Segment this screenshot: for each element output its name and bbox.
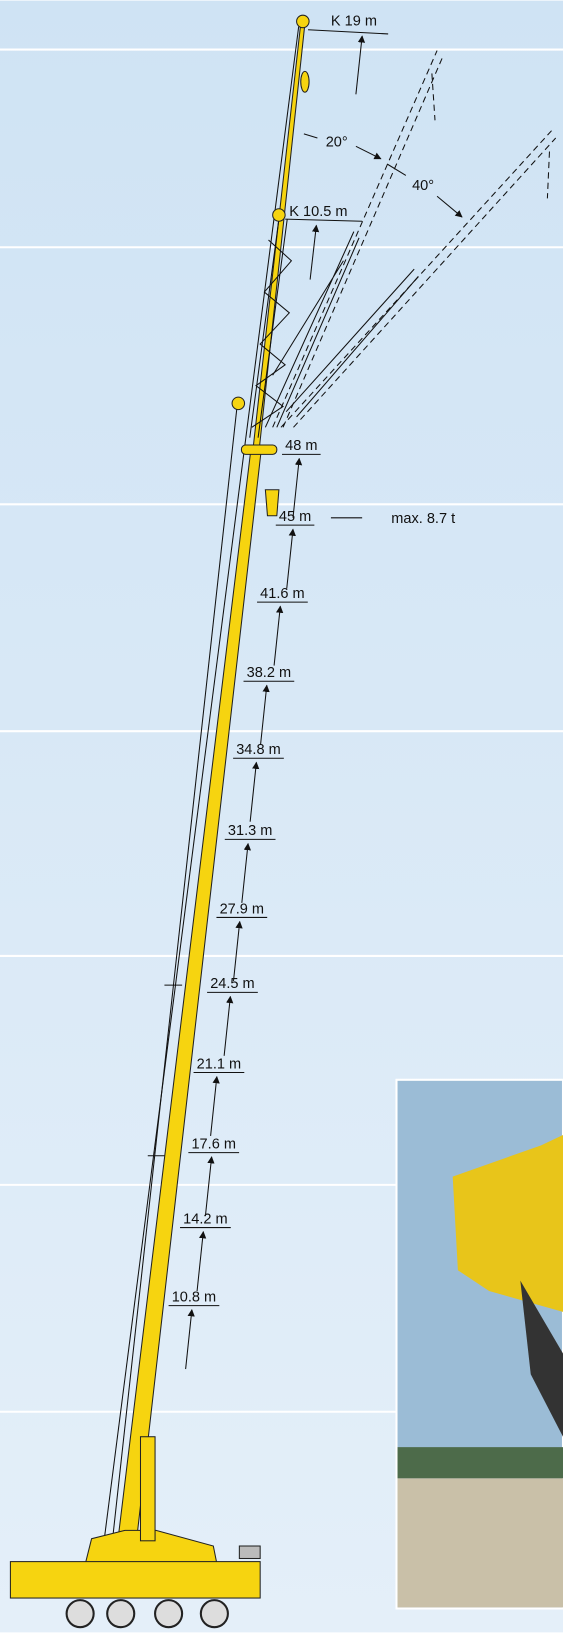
boom-height-label: 10.8 m	[172, 1289, 216, 1305]
crane-diagram: K 19 m K 10.5 m 20° 40° max. 8.7 t 48 m 4…	[0, 0, 563, 1633]
short-jib-label: K 10.5 m	[289, 204, 347, 220]
boom-height-label: 24.5 m	[210, 976, 254, 992]
boom-height-label: 48 m	[285, 438, 317, 454]
boom-height-label: 31.3 m	[228, 823, 272, 839]
boom-height-label: 41.6 m	[260, 586, 304, 602]
long-jib-label: K 19 m	[331, 14, 377, 30]
max-load: max. 8.7 t	[391, 511, 455, 527]
boom-height-label: 21.1 m	[197, 1056, 241, 1072]
boom-height-label: 34.8 m	[236, 742, 280, 758]
photo	[396, 1080, 563, 1609]
boom-height-label: 17.6 m	[191, 1136, 235, 1152]
angle-label: 20°	[326, 134, 348, 150]
boom-height-label: 38.2 m	[247, 665, 291, 681]
boom-height-label: 45 m	[279, 509, 311, 525]
boom-height-label: 27.9 m	[220, 901, 264, 917]
boom-height-label: 14.2 m	[183, 1211, 227, 1227]
angle-label: 40°	[412, 178, 434, 194]
